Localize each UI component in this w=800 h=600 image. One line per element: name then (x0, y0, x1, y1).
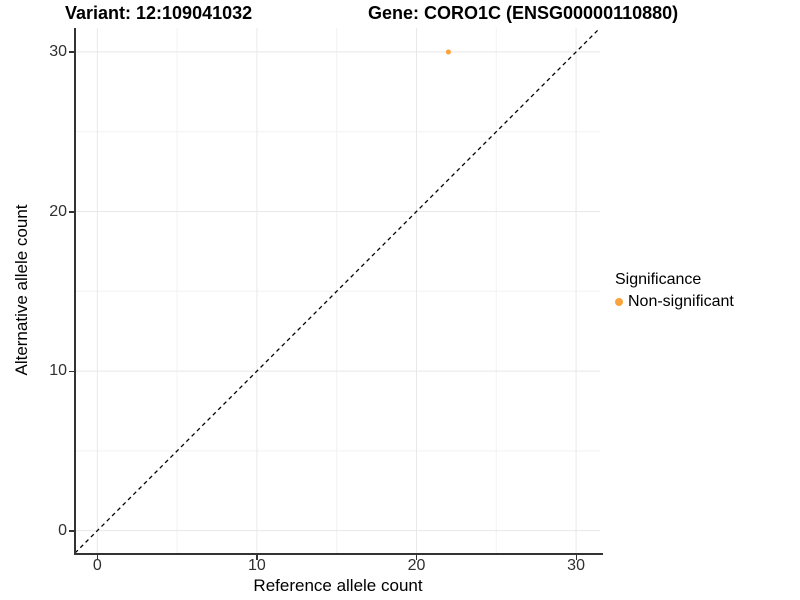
y-axis-line (74, 28, 76, 555)
x-tick-label: 20 (407, 557, 426, 574)
y-tick-mark (69, 211, 74, 213)
x-axis-line (74, 553, 603, 555)
x-tick-label: 10 (248, 557, 266, 574)
variant-title: Variant: 12:109041032 (65, 3, 253, 23)
legend-items: Non-significant (615, 293, 734, 311)
legend: Significance Non-significant (615, 271, 734, 311)
data-point (445, 49, 452, 55)
y-tick-mark (69, 370, 74, 373)
identity-reference-line (75, 28, 600, 553)
x-tick-label: 0 (92, 557, 102, 574)
y-tick-label: 10 (49, 362, 67, 380)
x-axis-title: Reference allele count (253, 576, 423, 595)
x-tick-mark (415, 555, 418, 560)
y-tick-mark (69, 51, 74, 53)
plot-area-svg (75, 28, 600, 553)
legend-key-dot-icon (615, 298, 623, 306)
x-tick-label: 30 (567, 557, 585, 574)
x-tick-mark (575, 555, 578, 560)
y-tick-label: 20 (49, 202, 67, 220)
y-tick-label: 0 (58, 521, 67, 539)
y-tick-mark (69, 530, 74, 532)
y-axis-title: Alternative allele count (12, 204, 31, 376)
legend-item-label: Non-significant (628, 293, 734, 310)
legend-item: Non-significant (615, 293, 734, 311)
legend-title: Significance (615, 271, 702, 288)
gene-title: Gene: CORO1C (ENSG00000110880) (368, 3, 679, 23)
y-tick-label: 30 (49, 42, 67, 60)
plot-panel (75, 28, 600, 553)
x-tick-mark (96, 555, 99, 560)
x-tick-mark (256, 555, 258, 560)
